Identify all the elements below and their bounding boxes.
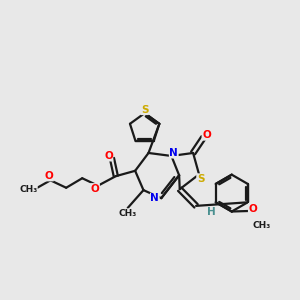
Text: CH₃: CH₃ bbox=[253, 221, 271, 230]
Text: S: S bbox=[197, 174, 204, 184]
Text: N: N bbox=[150, 193, 159, 203]
Text: N: N bbox=[169, 148, 178, 158]
Text: O: O bbox=[45, 171, 53, 181]
Text: CH₃: CH₃ bbox=[118, 209, 137, 218]
Text: CH₃: CH₃ bbox=[19, 185, 37, 194]
Text: H: H bbox=[207, 207, 216, 218]
Text: O: O bbox=[104, 151, 113, 161]
Text: O: O bbox=[202, 130, 211, 140]
Text: O: O bbox=[91, 184, 99, 194]
Text: O: O bbox=[248, 204, 257, 214]
Text: S: S bbox=[141, 105, 148, 115]
